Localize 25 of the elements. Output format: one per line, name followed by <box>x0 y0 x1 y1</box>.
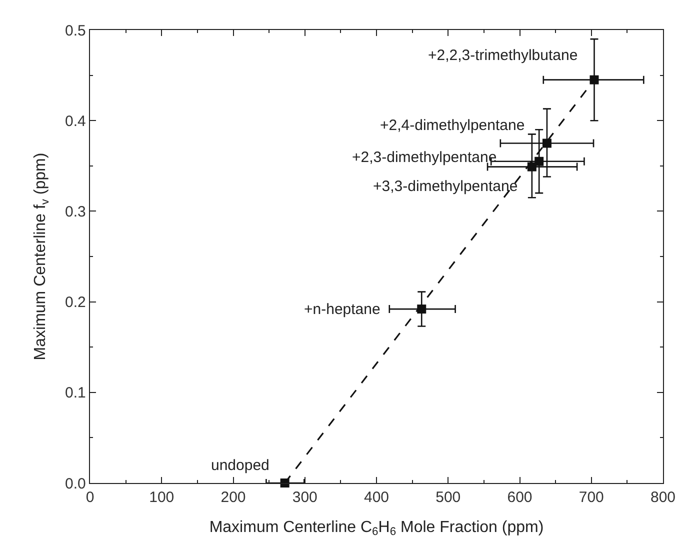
x-axis-title: Maximum Centerline C$_{6}$H$_{6}$ Mole Fraction (ppm) <box>209 518 544 538</box>
y-tick-label: 0.4 <box>65 112 86 130</box>
y-tick-label: 0.0 <box>65 475 86 492</box>
x-tick-label: 600 <box>507 489 532 506</box>
annotation: +n-heptane <box>304 301 380 318</box>
point <box>542 138 552 148</box>
x-tick-label: 100 <box>149 489 174 506</box>
y-tick-label: 0.2 <box>65 294 86 312</box>
x-tick-label: 400 <box>364 489 390 506</box>
y-tick-label: 0.1 <box>65 384 86 402</box>
y-tick-label: 0.5 <box>65 22 86 40</box>
point <box>534 156 544 166</box>
annotation: +2,4-dimethylpentane <box>380 117 525 134</box>
x-tick-label: 500 <box>436 489 461 506</box>
y-tick-label: 0.3 <box>65 203 86 220</box>
x-tick-label: 700 <box>578 489 604 506</box>
x-tick-label: 0 <box>86 489 94 506</box>
annotation: +3,3-dimethylpentane <box>373 178 518 195</box>
annotation: +2,2,3-trimethylbutane <box>428 47 578 64</box>
annotation: undoped <box>211 457 270 474</box>
x-tick-label: 200 <box>220 489 246 506</box>
point <box>590 75 599 84</box>
x-tick-label: 300 <box>292 489 318 506</box>
annotation: +2,3-dimethylpentane <box>352 149 497 166</box>
x-tick-label: 800 <box>650 489 676 506</box>
